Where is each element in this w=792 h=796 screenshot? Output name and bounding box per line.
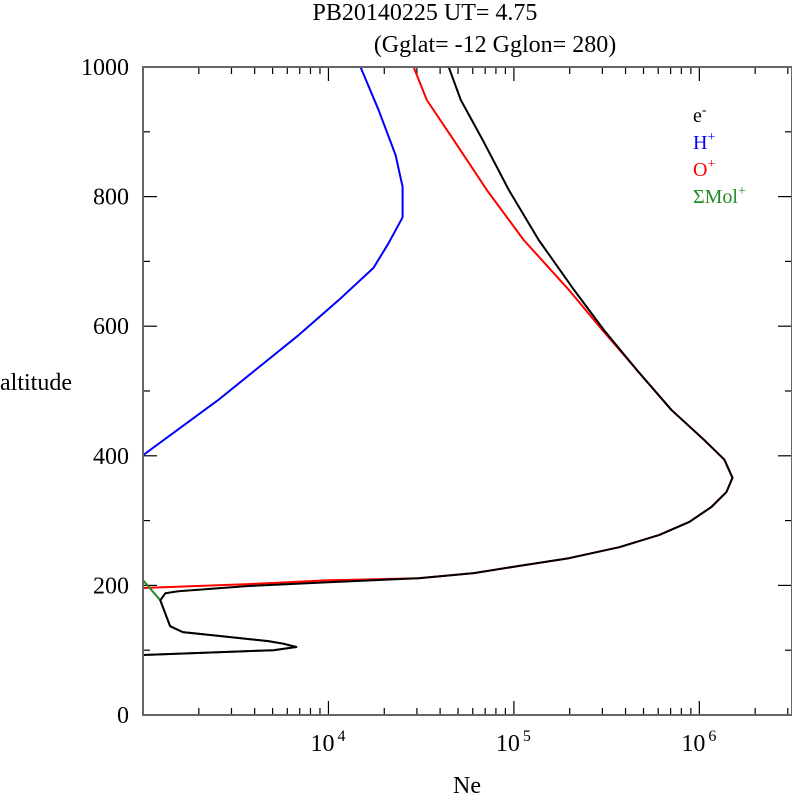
- y-axis-label: altitude: [0, 370, 72, 396]
- x-axis-label: Ne: [453, 773, 481, 796]
- legend-entry: e-: [693, 103, 707, 127]
- y-tick-label: 400: [93, 444, 129, 470]
- y-tick-label: 600: [93, 314, 129, 340]
- plot-frame: [142, 66, 792, 716]
- legend-entry: O+: [693, 157, 715, 181]
- chart-title: PB20140225 UT= 4.75: [313, 0, 538, 26]
- y-tick-label: 0: [117, 703, 129, 729]
- y-tick-label: 200: [93, 573, 129, 599]
- legend-superscript: +: [738, 184, 746, 199]
- series-line-o: [143, 67, 734, 589]
- legend-entry: H+: [693, 130, 715, 154]
- x-tick-exponent: 5: [523, 728, 531, 745]
- y-tick-label: 1000: [81, 55, 129, 81]
- legend-superscript: -: [702, 103, 707, 118]
- series-line-e: [143, 67, 734, 656]
- chart-subtitle: (Gglat= -12 Gglon= 280): [374, 32, 616, 58]
- x-tick-exponent: 4: [337, 728, 345, 745]
- legend-superscript: +: [707, 157, 715, 172]
- series-line-h: [143, 67, 404, 457]
- x-tick-label: 10: [496, 731, 520, 757]
- x-tick-exponent: 6: [708, 728, 716, 745]
- legend-superscript: +: [707, 130, 715, 145]
- x-tick-label: 10: [310, 731, 334, 757]
- x-tick-label: 10: [681, 731, 705, 757]
- legend-entry: ΣMol+: [693, 184, 746, 208]
- y-tick-label: 800: [93, 185, 129, 211]
